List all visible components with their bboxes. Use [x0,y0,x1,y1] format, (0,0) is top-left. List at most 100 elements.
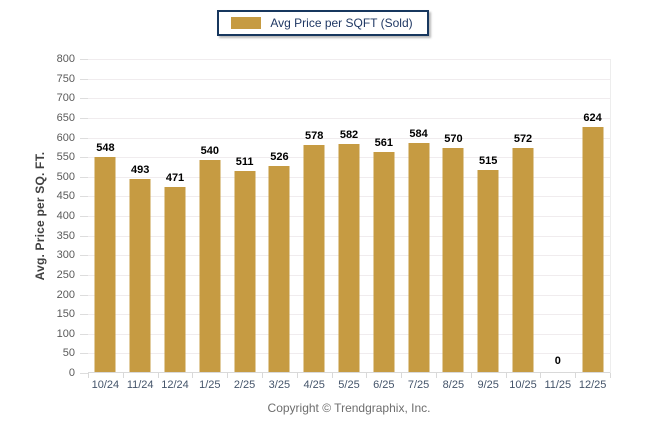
x-axis-label: 11/25 [544,379,572,391]
bar-value-label: 548 [96,141,115,154]
y-tick-label: 300 [56,249,75,262]
bar [582,127,604,372]
bar-value-label: 561 [374,136,393,149]
x-axis-label: 3/25 [268,379,291,391]
y-axis-tick [80,294,88,296]
x-axis-tick [401,373,403,378]
gridline [88,117,610,119]
x-axis-label: 2/25 [233,379,256,391]
y-axis-tick [80,235,88,237]
plot-right-border [610,59,611,373]
x-axis-tick [157,373,159,378]
legend-row: Avg Price per SQFT (Sold) [0,10,646,36]
bar [442,148,464,372]
x-axis-label: 12/24 [161,379,189,391]
gridline [88,137,610,139]
bar [408,142,430,372]
gridline [88,59,610,60]
x-axis-label: 9/25 [477,379,499,391]
y-axis-tick [80,216,88,217]
x-axis-label: 4/25 [303,379,325,391]
y-axis-tick [80,373,88,374]
y-tick-label: 700 [56,92,75,105]
bar-value-label: 584 [409,127,428,140]
y-tick-label: 450 [56,190,75,203]
y-tick-label: 500 [56,170,75,183]
x-axis-tick [436,373,437,378]
bar-value-label: 540 [200,145,219,158]
x-axis-tick [227,373,229,378]
y-axis-tick [80,157,88,159]
y-tick-label: 800 [56,53,75,65]
bar [477,169,499,372]
y-axis-tick [80,353,88,355]
bar [234,171,256,372]
bar [512,147,534,372]
bar-value-label: 515 [479,154,498,167]
y-tick-label: 600 [56,131,75,144]
legend-label: Avg Price per SQFT (Sold) [270,16,413,30]
bar [268,165,290,372]
x-axis-label: 7/25 [407,379,430,391]
y-axis-tick [80,333,88,335]
y-axis-tick [80,255,88,257]
bar [164,187,186,372]
x-axis-tick [262,373,263,378]
bar-value-label: 572 [513,132,533,145]
x-axis-label: 5/25 [338,379,360,391]
y-axis-tick [80,176,88,178]
x-axis-tick [540,373,542,378]
x-axis-tick [470,373,472,378]
bar [94,156,116,372]
x-axis-tick [505,373,507,378]
y-axis-tick [80,274,88,276]
y-axis-tick [80,117,88,119]
legend: Avg Price per SQFT (Sold) [217,10,429,36]
y-tick-label: 50 [62,347,75,360]
x-axis-tick [331,373,333,378]
bar-value-label: 471 [165,172,185,185]
y-tick-label: 350 [56,229,75,242]
x-axis-tick [575,373,577,378]
x-axis-tick [88,373,89,378]
bar-value-label: 582 [339,128,359,141]
bar [338,143,360,372]
bar-value-label: 578 [305,130,324,143]
x-axis-tick [122,373,124,378]
x-axis-label: 6/25 [373,379,395,391]
y-tick-label: 650 [56,111,75,124]
legend-swatch-icon [231,17,262,29]
x-axis-label: 11/24 [126,379,154,391]
y-axis-tick [80,314,88,316]
bar [199,160,221,372]
x-axis-tick [296,373,298,378]
bar-value-label: 570 [444,133,463,146]
plot-area: 0 50 100 150 200 250 300 350 400 450 500 550 600 650 7… [57,53,611,391]
y-axis-tick [80,196,88,198]
x-axis-tick [366,373,368,378]
gridline [88,78,610,80]
bar-value-label: 0 [554,355,561,367]
bar-value-label: 511 [235,156,254,169]
y-axis-tick [80,59,88,60]
x-axis-label: 10/25 [509,379,537,391]
y-axis-tick [80,78,88,80]
x-axis-label: 12/25 [578,379,607,391]
bar [373,151,395,372]
x-axis-tick [192,373,194,378]
bar-value-label: 526 [270,150,289,163]
x-axis-line [88,372,610,373]
bar [303,145,325,372]
x-axis-tick [610,373,611,378]
x-axis-label: 1/25 [199,379,221,391]
y-tick-label: 200 [56,288,75,301]
bar-value-label: 624 [583,112,602,125]
y-tick-label: 250 [56,268,75,281]
y-tick-label: 400 [56,210,75,222]
y-tick-label: 100 [56,327,75,340]
y-tick-label: 750 [56,72,75,85]
bar-value-label: 493 [131,163,150,176]
y-axis-tick [80,98,88,100]
y-tick-label: 150 [56,308,75,321]
